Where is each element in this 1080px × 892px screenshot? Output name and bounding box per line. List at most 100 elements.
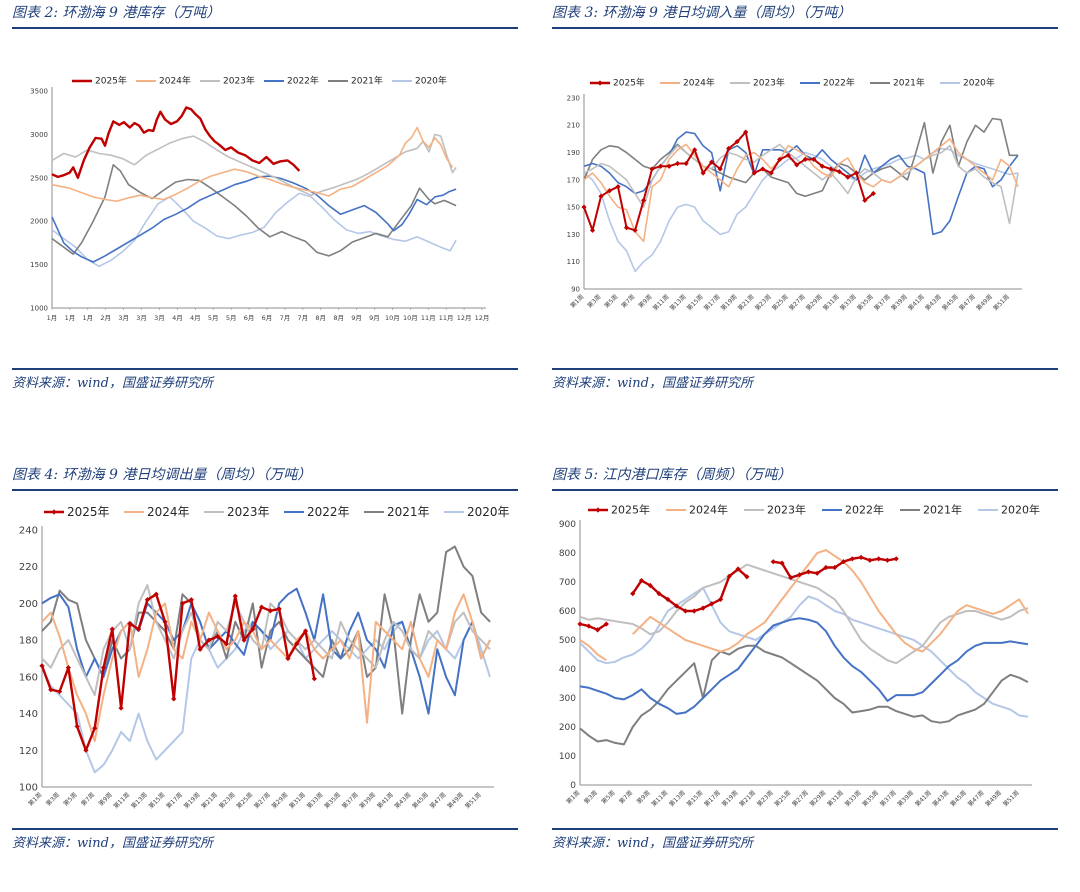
data-point-2025 <box>785 152 791 158</box>
x-tick-label: 第9周 <box>635 789 652 806</box>
x-tick-label: 第31周 <box>287 791 307 811</box>
legend-label-2025: 2025年 <box>611 502 650 516</box>
x-tick-label: 第49周 <box>446 791 466 811</box>
series-line-2023 <box>51 133 457 196</box>
panel-source: 资料来源：wind，国盛证券研究所 <box>12 376 213 391</box>
y-tick-label: 200 <box>19 599 38 610</box>
data-point-2025 <box>302 628 309 634</box>
x-tick-label: 第49周 <box>974 293 994 313</box>
data-point-2025 <box>700 170 706 176</box>
data-point-2025 <box>832 564 838 571</box>
legend-label-2025: 2025年 <box>67 505 110 519</box>
y-tick-label: 1000 <box>30 304 48 312</box>
series-line-2022 <box>41 587 491 715</box>
x-tick-label: 10月 <box>385 314 400 322</box>
legend-label-2021: 2021年 <box>351 75 383 87</box>
x-tick-label: 4月 <box>172 314 183 322</box>
panel-source: 资料来源：wind，国盛证券研究所 <box>552 836 753 851</box>
x-tick-label: 第47周 <box>957 293 977 313</box>
series-line-2020 <box>579 586 1029 718</box>
y-tick-label: 400 <box>559 665 576 675</box>
x-tick-label: 第27周 <box>787 293 807 313</box>
legend-marker <box>51 509 57 515</box>
title-rule <box>552 489 1058 491</box>
data-point-2025 <box>840 559 847 565</box>
x-tick-label: 第45周 <box>948 789 968 809</box>
data-point-2025 <box>144 597 151 603</box>
x-tick-label: 第43周 <box>923 293 943 313</box>
x-tick-label: 第23周 <box>755 789 775 809</box>
source-rule <box>552 368 1058 370</box>
data-point-2025 <box>811 156 817 162</box>
source-rule <box>12 368 518 370</box>
data-point-2025 <box>828 166 834 172</box>
panel-title: 图表 5: 江内港口库存（周频）（万吨） <box>552 467 792 483</box>
x-tick-label: 第11周 <box>651 293 671 313</box>
legend-label-2024: 2024年 <box>689 502 728 516</box>
data-point-2025 <box>674 603 680 609</box>
legend-label-2025: 2025年 <box>95 75 127 87</box>
x-tick-label: 第13周 <box>668 293 688 313</box>
chart-river-port-inventory: 0 100 200 300 400 500 600 700 800 900 第1周 第3周 第5周 第7周… <box>559 502 1040 809</box>
panel-source: 资料来源：wind，国盛证券研究所 <box>552 376 753 391</box>
legend-label-2023: 2023年 <box>753 77 785 89</box>
data-point-2025 <box>188 597 194 603</box>
series-line-2021 <box>51 164 457 257</box>
x-tick-label: 3月 <box>136 314 147 322</box>
series-line-2024 <box>579 549 1029 662</box>
data-point-2025 <box>858 554 864 560</box>
data-point-2025 <box>876 556 882 562</box>
x-tick-label: 5月 <box>226 314 237 322</box>
y-tick-label: 100 <box>559 752 576 762</box>
x-tick-label: 第13周 <box>667 789 687 809</box>
data-point-2025 <box>797 572 803 578</box>
y-tick-label: 120 <box>19 746 38 757</box>
source-rule <box>552 828 1058 830</box>
x-tick-label: 9月 <box>369 314 380 322</box>
series-line-2021 <box>583 117 1018 197</box>
x-tick-label: 第51周 <box>991 293 1011 313</box>
y-tick-label: 230 <box>567 94 580 102</box>
title-rule <box>12 489 518 491</box>
x-tick-label: 第41周 <box>375 791 395 811</box>
x-tick-label: 12月 <box>457 314 472 322</box>
y-tick-label: 700 <box>559 578 576 588</box>
data-point-2025 <box>845 174 851 180</box>
x-tick-label: 第25周 <box>773 789 793 809</box>
data-point-2025 <box>770 559 776 565</box>
x-tick-label: 第35周 <box>861 789 881 809</box>
data-point-2025 <box>709 601 715 607</box>
series-line-2020 <box>51 192 457 268</box>
x-tick-label: 第15周 <box>685 293 705 313</box>
x-tick-label: 8月 <box>333 314 344 322</box>
x-tick-label: 第37周 <box>878 789 898 809</box>
x-tick-label: 第19周 <box>720 789 740 809</box>
source-rule <box>12 828 518 830</box>
data-point-2025 <box>836 169 842 175</box>
chart-port-inventory: 1000 1500 2000 2500 3000 3500 1月 1月 1月 2月 3月 3月 3月 4月… <box>30 75 489 322</box>
y-tick-label: 180 <box>19 636 38 647</box>
series-line-2024 <box>583 138 1019 243</box>
y-tick-label: 100 <box>19 783 38 794</box>
x-tick-label: 7月 <box>298 314 309 322</box>
y-tick-label: 110 <box>567 258 580 266</box>
x-tick-label: 5月 <box>208 314 219 322</box>
legend-label-2024: 2024年 <box>147 505 190 519</box>
legend-label-2022: 2022年 <box>287 75 319 87</box>
y-tick-label: 220 <box>19 562 38 573</box>
x-tick-label: 第39周 <box>889 293 909 313</box>
x-tick-label: 第37周 <box>872 293 892 313</box>
x-tick-label: 3月 <box>154 314 165 322</box>
x-tick-label: 第9周 <box>97 791 114 808</box>
y-tick-label: 1500 <box>30 261 48 269</box>
x-tick-label: 第1周 <box>569 293 586 310</box>
x-tick-label: 4月 <box>190 314 201 322</box>
legend-marker <box>597 80 603 86</box>
legend-label-2020: 2020年 <box>415 75 447 87</box>
x-tick-label: 第33周 <box>838 293 858 313</box>
series-line-2022 <box>51 175 457 263</box>
x-tick-label: 第11周 <box>650 789 670 809</box>
legend-label-2023: 2023年 <box>227 505 270 519</box>
x-tick-label: 第25周 <box>235 791 255 811</box>
